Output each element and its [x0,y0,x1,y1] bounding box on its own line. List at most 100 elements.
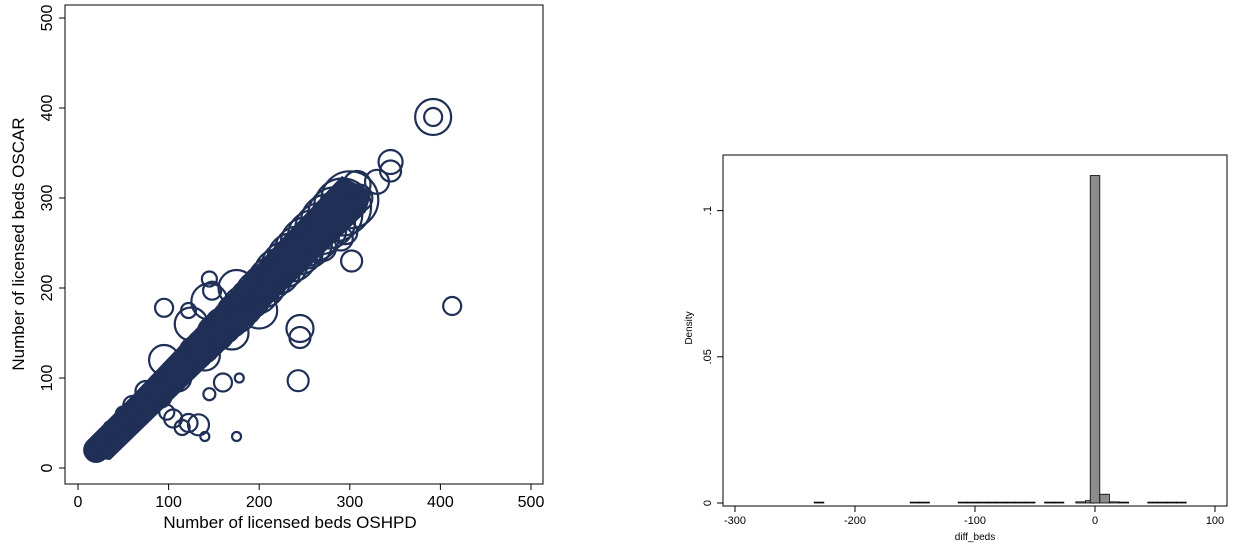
scatter-point [178,335,214,371]
scatter-point [279,216,333,270]
histogram-bar [957,501,969,504]
scatter-point [201,280,223,301]
scatter-point [122,394,143,416]
scatter-x-tick-label: 200 [246,494,273,511]
scatter-y-tick-label: 300 [39,185,56,212]
scatter-point [199,430,211,443]
histogram-bar [1053,501,1065,504]
scatter-point [154,365,184,395]
scatter-point [102,420,117,435]
scatter-point [327,225,354,252]
histogram-y-tick-label: .05 [702,349,714,364]
histogram-bar [1157,501,1168,504]
scatter-point [178,412,199,434]
scatter-y-tick-label: 100 [39,365,56,392]
scatter-point [90,444,102,456]
scatter-point [173,418,191,437]
histogram-y-axis: 0 .05 .1 [702,206,723,506]
scatter-point [340,249,364,273]
scatter-point [202,387,217,402]
histogram-chart: -300 -200 -100 0 100 0 .05 .1 diff_beds Densit… [684,154,1228,543]
scatter-x-tick-label: 100 [155,494,182,511]
histogram-x-tick-label: -300 [724,515,746,527]
scatter-point [217,268,256,308]
scatter-y-axis-title: Number of licensed beds OSCAR [9,117,28,370]
scatter-point [214,315,250,351]
histogram-x-tick-label: 0 [1092,515,1098,527]
scatter-x-tick-label: 500 [518,494,545,511]
scatter-point [266,232,317,283]
histogram-bar [967,501,978,504]
scatter-point [134,379,158,404]
histogram-y-axis-title: Density [684,311,695,344]
histogram-x-tick-label: -100 [964,515,986,527]
histogram-x-tick-label: 100 [1206,515,1224,527]
scatter-point [163,408,184,429]
scatter-point [153,297,175,318]
histogram-bar [1109,501,1120,504]
scatter-y-tick-label: 0 [39,463,56,472]
histogram-bars [813,175,1187,504]
scatter-point [378,159,403,183]
scatter-point [122,402,146,426]
scatter-point [240,291,279,330]
scatter-x-axis: 0 100 200 300 400 500 [74,484,545,511]
histogram-bar [977,501,988,504]
scatter-point [93,439,108,454]
histogram-bar [1118,501,1129,504]
histogram-x-tick-label: -200 [844,515,866,527]
scatter-point [114,405,132,423]
scatter-point [186,413,211,437]
scatter-point [235,270,280,315]
histogram-bar [1025,501,1036,504]
scatter-x-tick-label: 300 [336,494,363,511]
histogram-bar [1005,501,1017,504]
histogram-bar [1147,501,1158,504]
histogram-y-tick-label: .1 [702,206,714,215]
scatter-point [377,148,404,176]
scatter-point [110,421,128,439]
histogram-x-axis-title: diff_beds [955,532,995,543]
scatter-point [147,343,181,377]
histogram-bar [909,501,921,504]
scatter-point [414,97,453,137]
scatter-markers [83,97,463,463]
scatter-point [320,170,380,230]
scatter-y-tick-label: 400 [39,95,56,122]
scatter-point [299,193,357,250]
scatter-point [212,372,234,393]
scatter-point [342,169,372,200]
scatter-point [247,256,293,302]
scatter-point [179,301,198,320]
histogram-bar [986,501,997,504]
scatter-point [233,372,245,384]
scatter-point [185,328,221,365]
scatter-x-tick-label: 0 [74,494,83,511]
scatter-point [158,403,176,421]
histogram-bar [996,501,1007,504]
scatter-point [288,325,312,350]
scatter-y-axis: 0 100 200 300 400 500 [39,5,65,472]
scatter-point [190,282,229,321]
scatter-point [253,248,301,296]
histogram-y-tick-label: 0 [702,500,714,506]
scatter-point [312,177,373,237]
scatter-point [332,219,359,246]
scatter-point [200,270,218,288]
scatter-y-tick-label: 500 [39,5,56,32]
scatter-point [423,106,444,128]
histogram-bar [919,501,930,504]
histogram-bar [1176,501,1187,504]
scatter-x-axis-title: Number of licensed beds OSHPD [163,513,416,532]
scatter-x-tick-label: 400 [427,494,454,511]
histogram-bar [1015,501,1026,504]
scatter-y-tick-label: 200 [39,275,56,302]
scatter-point [273,225,325,276]
scatter-point [230,430,243,443]
scatter-point [308,232,338,263]
histogram-bar [1075,501,1086,504]
scatter-point [188,339,221,372]
scatter-point [172,343,205,377]
histogram-x-axis: -300 -200 -100 0 100 [724,506,1224,527]
